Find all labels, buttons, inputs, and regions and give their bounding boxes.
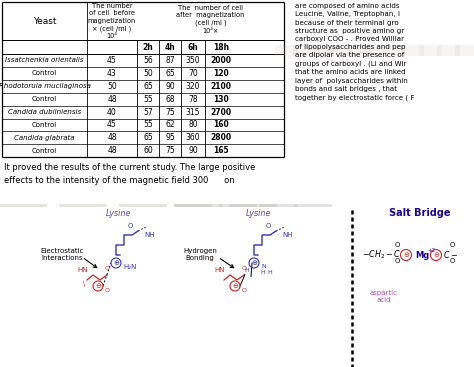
Text: O: O	[242, 288, 247, 293]
Text: 68: 68	[165, 95, 175, 103]
Text: O: O	[394, 242, 400, 248]
Text: 80: 80	[188, 120, 198, 130]
Text: H: H	[245, 268, 249, 273]
Text: HN: HN	[214, 267, 225, 273]
Text: are composed of amino acids
Leucine, Valine, Treptophan, I
because of their term: are composed of amino acids Leucine, Val…	[295, 3, 414, 101]
Text: 360: 360	[186, 133, 201, 142]
Text: Salt Bridge: Salt Bridge	[389, 208, 451, 218]
Text: 75: 75	[165, 108, 175, 117]
Text: 50: 50	[143, 69, 153, 78]
Text: $-CH_2-C$: $-CH_2-C$	[362, 249, 401, 261]
Text: It proved the results of the current study. The large positive
effects to the in: It proved the results of the current stu…	[4, 163, 255, 185]
Text: 18h: 18h	[213, 43, 229, 51]
Text: Electrostatic
Interactions: Electrostatic Interactions	[40, 248, 84, 261]
Text: O: O	[105, 288, 110, 293]
Text: HN: HN	[77, 267, 88, 273]
Text: 315: 315	[186, 108, 200, 117]
Text: 48: 48	[107, 146, 117, 155]
Text: 350: 350	[186, 56, 201, 65]
Text: 130: 130	[213, 95, 229, 103]
Text: Yeast: Yeast	[33, 17, 56, 25]
Text: The number
of cell  before
magnetization
× (cell /ml )
10⁴: The number of cell before magnetization …	[88, 3, 136, 39]
Text: 165: 165	[213, 146, 229, 155]
Text: NH: NH	[282, 232, 292, 238]
Text: Lysine: Lysine	[246, 208, 271, 218]
Text: 56: 56	[143, 56, 153, 65]
Text: 95: 95	[165, 133, 175, 142]
Text: 57: 57	[143, 108, 153, 117]
Text: NH: NH	[144, 232, 155, 238]
Text: 60: 60	[143, 146, 153, 155]
Text: 120: 120	[213, 69, 229, 78]
Text: O: O	[128, 223, 133, 229]
Text: 2700: 2700	[210, 108, 232, 117]
Text: O: O	[242, 266, 247, 271]
Text: Control: Control	[32, 122, 57, 128]
Text: Rhodotorula mucilaginosa: Rhodotorula mucilaginosa	[0, 83, 91, 89]
Text: 65: 65	[165, 69, 175, 78]
Text: O: O	[265, 223, 271, 229]
Text: 75: 75	[165, 146, 175, 155]
Text: O: O	[394, 258, 400, 264]
Text: 160: 160	[213, 120, 229, 130]
Text: 78: 78	[188, 95, 198, 103]
Text: $C-$: $C-$	[443, 250, 458, 261]
Text: 55: 55	[143, 95, 153, 103]
Text: Lysine: Lysine	[105, 208, 131, 218]
Text: 2h: 2h	[143, 43, 154, 51]
Text: 2100: 2100	[210, 82, 231, 91]
Text: 70: 70	[188, 69, 198, 78]
Text: ⊕: ⊕	[251, 260, 257, 266]
Text: Control: Control	[32, 70, 57, 76]
Text: 48: 48	[107, 133, 117, 142]
Text: Control: Control	[32, 96, 57, 102]
Text: ⊖: ⊖	[232, 283, 238, 289]
Text: 2800: 2800	[210, 133, 232, 142]
Text: Issatchenkia orientalis: Issatchenkia orientalis	[5, 58, 84, 63]
Text: 43: 43	[107, 69, 117, 78]
Text: 87: 87	[165, 56, 175, 65]
Text: 50: 50	[107, 82, 117, 91]
Text: ⊖: ⊖	[403, 252, 409, 258]
Text: 48: 48	[107, 95, 117, 103]
Text: 4h: 4h	[164, 43, 175, 51]
Text: 6h: 6h	[188, 43, 199, 51]
Text: 2000: 2000	[210, 56, 231, 65]
Text: 40: 40	[107, 108, 117, 117]
Text: O: O	[449, 242, 455, 248]
Text: H: H	[267, 270, 272, 275]
Text: ⊖: ⊖	[433, 252, 439, 258]
Text: ⊕: ⊕	[113, 260, 119, 266]
Text: 90: 90	[165, 82, 175, 91]
Text: 320: 320	[186, 82, 200, 91]
Text: 55: 55	[143, 120, 153, 130]
Text: ⊖: ⊖	[95, 283, 101, 289]
Text: 45: 45	[107, 56, 117, 65]
Text: 62: 62	[165, 120, 175, 130]
Text: Control: Control	[32, 148, 57, 154]
Text: O: O	[449, 258, 455, 264]
Text: 90: 90	[188, 146, 198, 155]
Text: The  number of cell
after  magnetization
(cell /ml )
10⁴×: The number of cell after magnetization (…	[176, 5, 245, 34]
Text: Candida dubliniensis: Candida dubliniensis	[8, 109, 81, 115]
Text: aspartic
acid: aspartic acid	[370, 290, 398, 303]
Text: Hydrogen
Bonding: Hydrogen Bonding	[183, 248, 217, 261]
Text: +2: +2	[427, 247, 435, 252]
Text: 45: 45	[107, 120, 117, 130]
Text: H: H	[260, 270, 265, 275]
Text: 65: 65	[143, 82, 153, 91]
Text: 65: 65	[143, 133, 153, 142]
Text: O: O	[105, 266, 110, 271]
Text: H₂N: H₂N	[123, 264, 137, 270]
Text: \: \	[83, 281, 88, 287]
Text: Mg: Mg	[415, 251, 429, 259]
Text: Candida glabrata: Candida glabrata	[14, 135, 75, 141]
Text: N: N	[261, 264, 266, 269]
